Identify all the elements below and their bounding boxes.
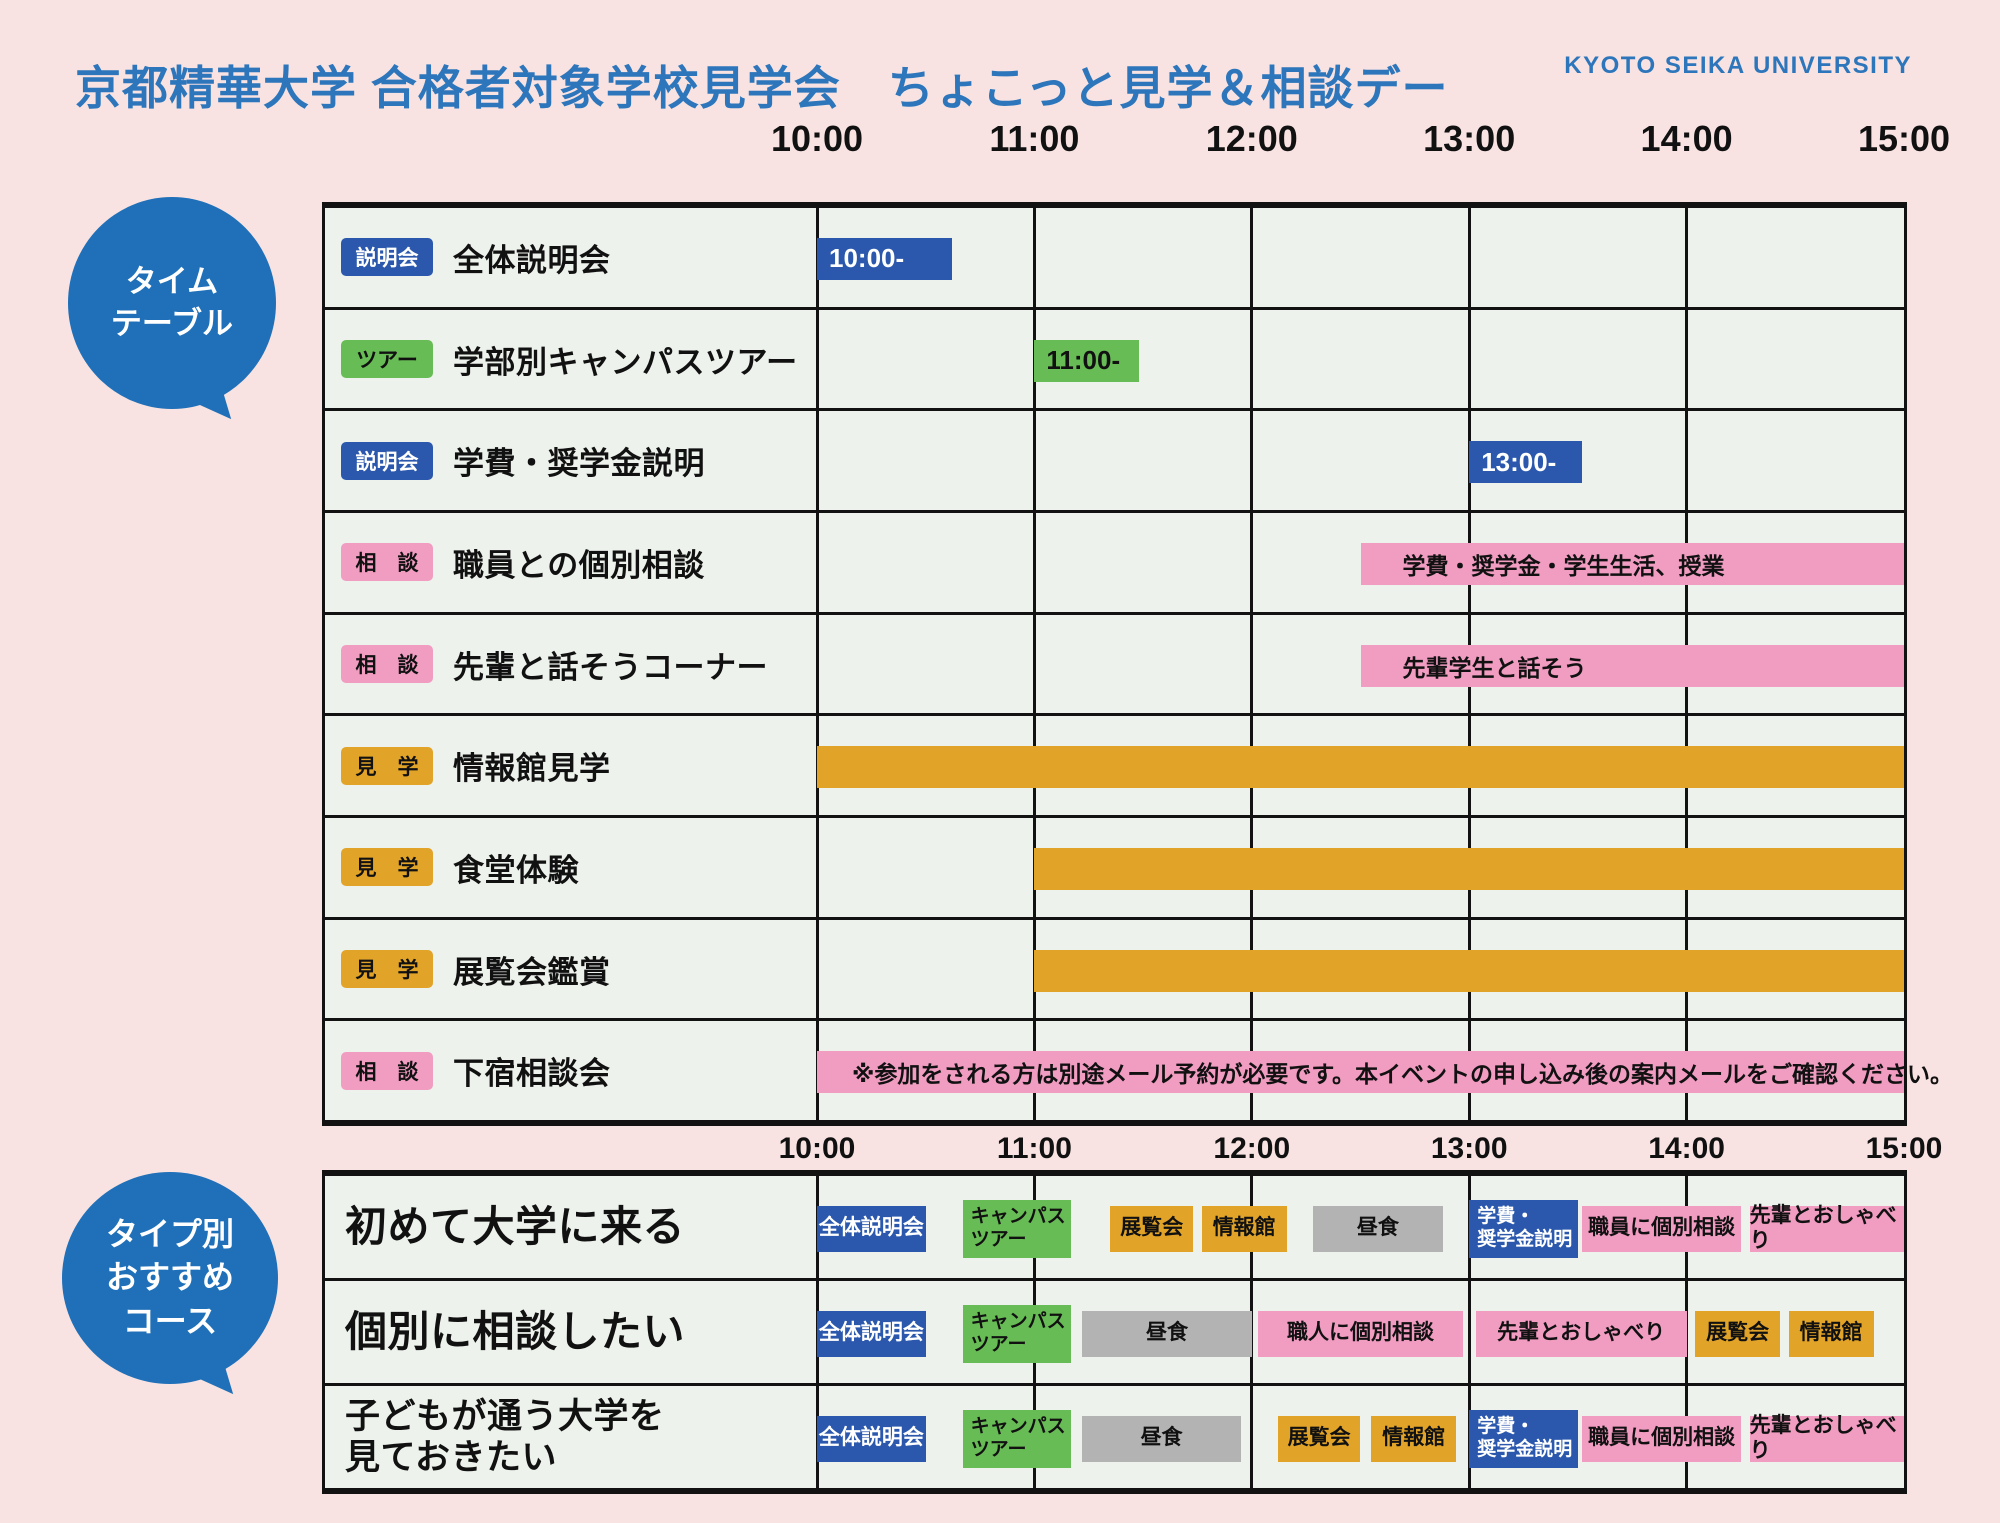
grid-line — [1467, 1176, 1471, 1491]
grid-line — [1250, 208, 1254, 1123]
timetable-bubble-label: タイム テーブル — [110, 264, 234, 341]
event-bar — [1034, 949, 1904, 992]
timetable-row: 見 学展覧会鑑賞 — [325, 920, 1904, 1022]
course-row-label: 個別に相談したい — [345, 1308, 686, 1356]
timetable-row-label: 学費・奨学金説明 — [453, 446, 705, 482]
timetable-bubble: タイム テーブル — [68, 197, 276, 409]
time-tick: 10:00 — [778, 1132, 856, 1165]
category-badge: 相 談 — [341, 645, 433, 684]
course-row-label: 初めて大学に来る — [345, 1203, 686, 1251]
timetable-row-label: 食堂体験 — [453, 852, 579, 888]
event-bar — [817, 746, 1904, 789]
timetable-row: 見 学情報館見学 — [325, 716, 1904, 819]
course-block: 職員に個別相談 — [1582, 1415, 1741, 1462]
course-row-label: 子どもが通う大学を 見ておきたい — [345, 1396, 665, 1477]
event-bar: 10:00- — [817, 237, 952, 280]
category-badge: 説明会 — [341, 441, 433, 480]
time-tick: 15:00 — [1857, 118, 1951, 159]
course-block: 先輩とおしゃべり — [1749, 1414, 1904, 1462]
event-bar — [1034, 847, 1904, 890]
category-badge: 見 学 — [341, 848, 433, 887]
time-tick: 11:00 — [996, 1132, 1072, 1165]
event-bar: 学費・奨学金・学生生活、授業 — [1360, 542, 1904, 585]
course-block: 情報館 — [1201, 1205, 1287, 1252]
courses-bubble: タイプ別 おすすめ コース — [62, 1172, 278, 1384]
timetable-row-label: 展覧会鑑賞 — [453, 954, 611, 990]
timetable-row-label: 先輩と話そうコーナー — [453, 649, 768, 685]
time-tick: 11:00 — [989, 118, 1080, 159]
course-block: 職員に個別相談 — [1582, 1205, 1741, 1252]
course-block: 職人に個別相談 — [1258, 1310, 1463, 1357]
timetable-row: ツアー 学部別キャンパスツアー — [325, 310, 1904, 412]
category-badge: 相 談 — [341, 543, 433, 582]
timetable-row: 相 談先輩と話そうコーナー — [325, 615, 1904, 717]
brand-logo: KYOTO SEIKA UNIVERSITY — [1564, 52, 1912, 79]
time-tick: 13:00 — [1430, 1132, 1508, 1165]
course-block: キャンパス ツアー — [962, 1199, 1072, 1258]
event-bar: ※参加をされる方は別途メール予約が必要です。本イベントの申し込み後の案内メールを… — [817, 1051, 1953, 1094]
course-block: キャンパス ツアー — [962, 1409, 1072, 1468]
event-bar: 11:00- — [1034, 339, 1139, 382]
page-title: 京都精華大学 合格者対象学校見学会 ちょこっと見学＆相談デー — [75, 62, 1449, 114]
course-row: 初めて大学に来る — [325, 1176, 1904, 1281]
category-badge: 相 談 — [341, 1051, 433, 1090]
time-tick: 12:00 — [1213, 1132, 1291, 1165]
course-block: 昼食 — [1082, 1415, 1241, 1462]
category-badge: 見 学 — [341, 950, 433, 989]
timetable-row: 説明会 全体説明会 — [325, 208, 1904, 310]
timetable-row: 相 談下宿相談会 — [325, 1021, 1904, 1124]
timetable-grid: 説明会 全体説明会 10:00- ツアー 学部別キャンパスツアー 11:00- 説明会 学費・… — [325, 208, 1953, 1124]
timetable-row-label: 下宿相談会 — [453, 1056, 611, 1092]
grid-line — [1685, 1176, 1689, 1491]
category-badge: 見 学 — [341, 746, 433, 785]
grid-line — [815, 208, 819, 1123]
course-block: 学費・ 奨学金説明 — [1469, 1199, 1578, 1258]
courses-bubble-label: タイプ別 おすすめ コース — [105, 1216, 234, 1339]
time-tick: 15:00 — [1865, 1132, 1943, 1165]
time-tick: 14:00 — [1648, 1132, 1725, 1165]
time-tick: 10:00 — [770, 118, 864, 159]
time-tick: 12:00 — [1205, 118, 1298, 159]
course-block: 展覧会 — [1277, 1415, 1361, 1462]
timetable-row-label: 職員との個別相談 — [453, 547, 705, 583]
course-block: 先輩とおしゃべり — [1475, 1310, 1687, 1357]
course-block: 昼食 — [1312, 1205, 1444, 1252]
course-block: キャンパス ツアー — [962, 1304, 1072, 1363]
course-row: 個別に相談したい — [325, 1281, 1904, 1386]
time-tick: 13:00 — [1423, 118, 1516, 159]
course-block: 情報館 — [1788, 1310, 1874, 1357]
event-bar: 先輩学生と話そう — [1360, 644, 1904, 687]
course-block: 全体説明会 — [817, 1310, 926, 1357]
courses-grid: 初めて大学に来る 全体説明会 キャンパス ツアー 展覧会 情報館 昼食 学費・ 奨学金説明職… — [325, 1176, 1904, 1491]
course-block: 展覧会 — [1695, 1310, 1781, 1357]
course-block: 展覧会 — [1110, 1205, 1194, 1252]
category-badge: 説明会 — [341, 238, 433, 277]
course-block: 情報館 — [1371, 1415, 1457, 1462]
course-block: 全体説明会 — [817, 1205, 926, 1252]
timetable-row: 見 学食堂体験 — [325, 818, 1904, 920]
category-badge: ツアー — [341, 340, 433, 378]
timetable-row-label: 学部別キャンパスツアー — [453, 344, 798, 380]
time-tick: 14:00 — [1640, 118, 1733, 159]
timetable-row: 説明会 学費・奨学金説明 — [325, 411, 1904, 514]
course-row: 子どもが通う大学を 見ておきたい — [325, 1386, 1904, 1491]
course-block: 昼食 — [1082, 1310, 1252, 1357]
course-block: 学費・ 奨学金説明 — [1469, 1409, 1578, 1468]
timetable-row-label: 情報館見学 — [453, 751, 611, 787]
course-block: 全体説明会 — [817, 1415, 926, 1462]
grid-line — [1250, 1176, 1254, 1491]
grid-line — [1032, 208, 1036, 1123]
course-block: 先輩とおしゃべり — [1749, 1204, 1904, 1252]
timetable-row: 相 談職員との個別相談 — [325, 513, 1904, 615]
event-bar: 13:00- — [1469, 441, 1583, 484]
timetable-row-label: 全体説明会 — [453, 242, 611, 278]
